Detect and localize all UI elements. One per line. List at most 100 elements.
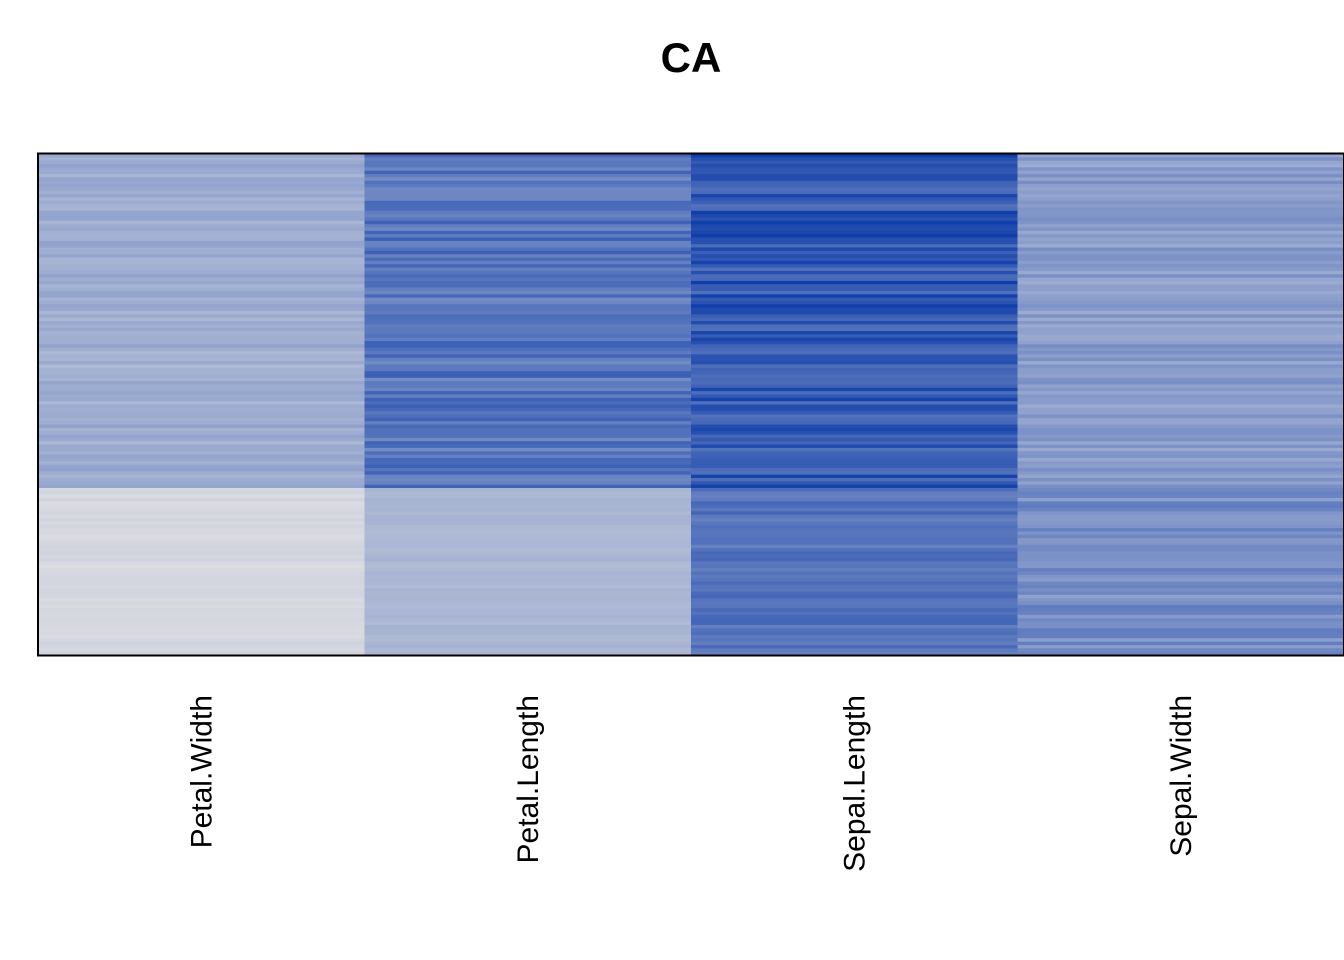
heatmap-cell xyxy=(38,341,365,345)
heatmap-cell xyxy=(691,411,1018,416)
heatmap-cell xyxy=(38,331,365,335)
heatmap-cell xyxy=(38,608,365,613)
heatmap-cell xyxy=(38,574,365,579)
heatmap-cell xyxy=(691,170,1018,175)
heatmap-cell xyxy=(364,604,692,609)
heatmap-cell xyxy=(364,401,692,406)
heatmap-cell xyxy=(1017,397,1344,402)
heatmap-cell xyxy=(1017,484,1344,489)
heatmap-cell xyxy=(691,441,1018,446)
heatmap-cell xyxy=(691,551,1018,556)
heatmap-cell xyxy=(1017,628,1344,633)
heatmap-cell xyxy=(691,641,1018,646)
heatmap-cell xyxy=(691,247,1018,252)
heatmap-cell xyxy=(1017,334,1344,339)
heatmap-cell xyxy=(691,431,1018,436)
heatmap-cell xyxy=(691,474,1018,479)
heatmap-cell xyxy=(691,568,1018,573)
heatmap-cell xyxy=(364,381,692,386)
heatmap-cell xyxy=(691,274,1018,279)
heatmap-cell xyxy=(38,588,365,593)
heatmap-cell xyxy=(38,154,365,158)
heatmap-cell xyxy=(364,427,692,432)
heatmap-cell xyxy=(38,377,365,382)
heatmap-cell xyxy=(38,528,365,533)
heatmap-cell xyxy=(38,561,365,566)
heatmap-cell xyxy=(691,454,1018,459)
heatmap-cell xyxy=(691,561,1018,566)
heatmap-cell xyxy=(1017,504,1344,509)
heatmap-cell xyxy=(691,277,1018,282)
heatmap-cell xyxy=(364,274,692,279)
heatmap-cell xyxy=(691,217,1018,222)
heatmap-cell xyxy=(1017,190,1344,195)
heatmap-cell xyxy=(38,187,365,192)
heatmap-cell xyxy=(691,444,1018,449)
heatmap-cell xyxy=(691,548,1018,553)
heatmap-cell xyxy=(38,337,365,342)
heatmap-cell xyxy=(364,531,692,536)
heatmap-cell xyxy=(691,324,1018,329)
heatmap-cell xyxy=(1017,180,1344,185)
heatmap-cell xyxy=(691,538,1018,543)
heatmap-cell xyxy=(38,287,365,292)
heatmap-cell xyxy=(38,571,365,576)
heatmap-cell xyxy=(38,494,365,499)
heatmap-cell xyxy=(1017,287,1344,292)
heatmap-cell xyxy=(1017,274,1344,279)
heatmap-cell xyxy=(38,451,365,456)
heatmap-cell xyxy=(364,267,692,272)
heatmap-cell xyxy=(1017,254,1344,259)
heatmap-cell xyxy=(38,167,365,172)
heatmap-cell xyxy=(364,568,692,573)
heatmap-cell xyxy=(1017,648,1344,653)
heatmap-cell xyxy=(1017,174,1344,178)
heatmap-cell xyxy=(38,157,365,162)
heatmap-cell xyxy=(691,377,1018,382)
heatmap-cell xyxy=(1017,154,1344,158)
heatmap-cell xyxy=(38,401,365,406)
heatmap-cell xyxy=(38,297,365,302)
heatmap-cell xyxy=(1017,591,1344,596)
heatmap-cell xyxy=(691,508,1018,512)
heatmap-cell xyxy=(364,591,692,596)
heatmap-cell xyxy=(364,558,692,563)
heatmap-cell xyxy=(38,558,365,563)
heatmap-cell xyxy=(38,264,365,269)
heatmap-cell xyxy=(1017,548,1344,553)
heatmap-cell xyxy=(691,564,1018,569)
heatmap-cell xyxy=(364,367,692,372)
heatmap-cell xyxy=(1017,240,1344,245)
heatmap-cell xyxy=(691,317,1018,322)
heatmap-cell xyxy=(691,270,1018,275)
heatmap-cell xyxy=(38,447,365,452)
heatmap-cell xyxy=(38,324,365,329)
heatmap-cell xyxy=(38,421,365,426)
heatmap-cell xyxy=(364,434,692,439)
heatmap-cell xyxy=(364,467,692,472)
heatmap-cell xyxy=(691,367,1018,372)
heatmap-cell xyxy=(364,594,692,599)
heatmap-cell xyxy=(691,180,1018,185)
heatmap-cell xyxy=(1017,357,1344,362)
heatmap-cell xyxy=(364,648,692,653)
heatmap-cell xyxy=(364,628,692,633)
heatmap-cell xyxy=(1017,204,1344,209)
heatmap-cell xyxy=(38,538,365,543)
heatmap-cell xyxy=(38,457,365,462)
heatmap-cell xyxy=(691,347,1018,352)
heatmap-cell xyxy=(38,504,365,509)
heatmap-cell xyxy=(691,594,1018,599)
heatmap-cell xyxy=(691,237,1018,242)
heatmap-cell xyxy=(691,491,1018,496)
heatmap-cell xyxy=(364,361,692,366)
heatmap-cell xyxy=(1017,197,1344,202)
heatmap-cell xyxy=(38,391,365,396)
heatmap-cell xyxy=(38,224,365,229)
heatmap-cell xyxy=(364,170,692,175)
heatmap-cell xyxy=(364,621,692,626)
heatmap-cell xyxy=(1017,464,1344,469)
heatmap-cell xyxy=(38,648,365,653)
heatmap-cell xyxy=(364,290,692,295)
heatmap-cell xyxy=(691,467,1018,472)
